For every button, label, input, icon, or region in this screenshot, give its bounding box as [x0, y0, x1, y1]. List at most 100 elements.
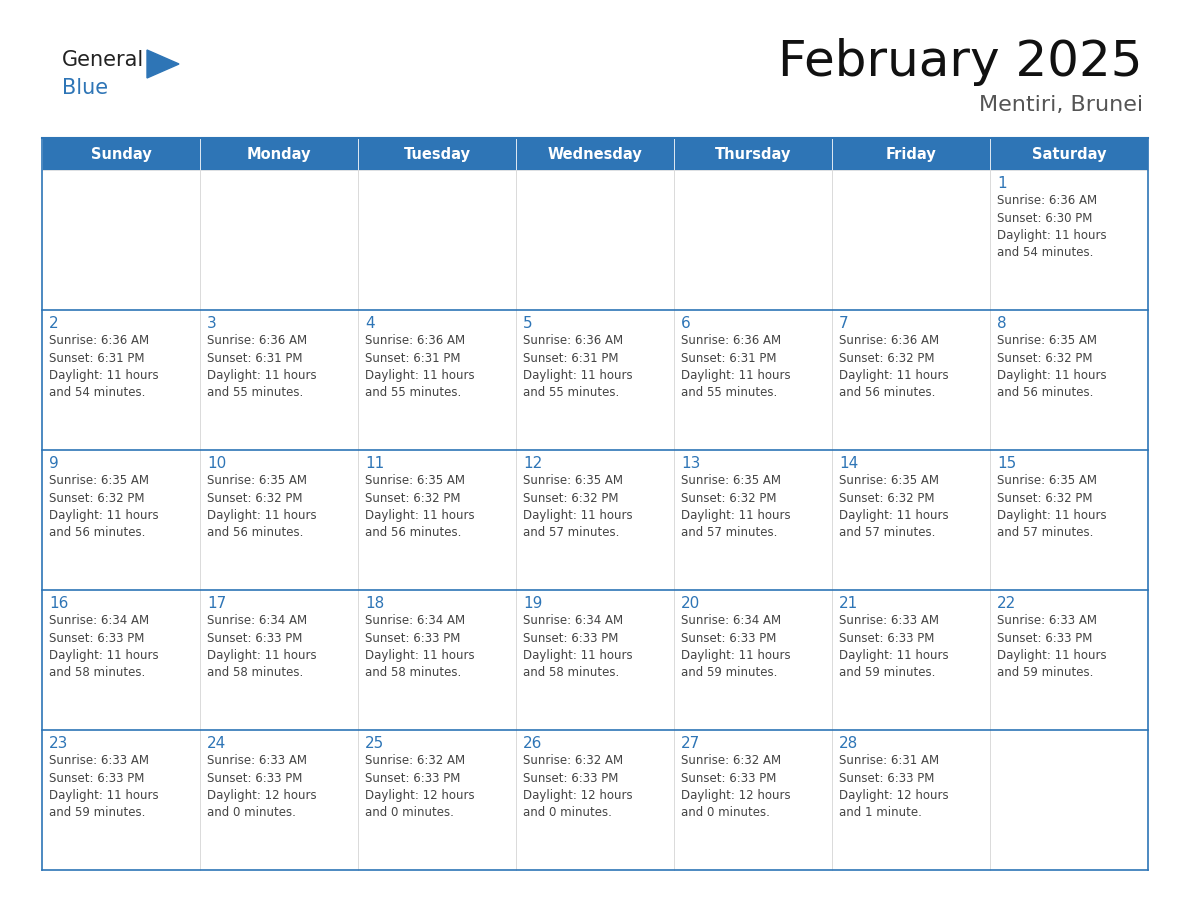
Bar	[358, 310, 516, 450]
Bar	[358, 730, 516, 870]
Text: 3: 3	[207, 316, 216, 331]
Bar	[358, 138, 516, 170]
Bar	[42, 138, 200, 170]
Text: Sunrise: 6:34 AM
Sunset: 6:33 PM
Daylight: 11 hours
and 58 minutes.: Sunrise: 6:34 AM Sunset: 6:33 PM Dayligh…	[365, 614, 475, 679]
Bar	[200, 170, 358, 310]
Text: Sunrise: 6:33 AM
Sunset: 6:33 PM
Daylight: 11 hours
and 59 minutes.: Sunrise: 6:33 AM Sunset: 6:33 PM Dayligh…	[997, 614, 1107, 679]
Bar	[516, 138, 674, 170]
Text: February 2025: February 2025	[778, 38, 1143, 86]
Bar	[990, 170, 1148, 310]
Bar	[674, 310, 832, 450]
Bar	[516, 310, 674, 450]
Bar	[200, 450, 358, 590]
Text: Saturday: Saturday	[1031, 147, 1106, 162]
Text: Sunrise: 6:32 AM
Sunset: 6:33 PM
Daylight: 12 hours
and 0 minutes.: Sunrise: 6:32 AM Sunset: 6:33 PM Dayligh…	[365, 754, 475, 820]
Bar	[674, 170, 832, 310]
Text: 14: 14	[839, 456, 858, 471]
Text: Sunrise: 6:36 AM
Sunset: 6:31 PM
Daylight: 11 hours
and 54 minutes.: Sunrise: 6:36 AM Sunset: 6:31 PM Dayligh…	[49, 334, 159, 399]
Text: 28: 28	[839, 736, 858, 751]
Bar	[200, 590, 358, 730]
Text: 16: 16	[49, 596, 69, 611]
Bar	[516, 590, 674, 730]
Text: 25: 25	[365, 736, 384, 751]
Text: 11: 11	[365, 456, 384, 471]
Bar	[42, 170, 200, 310]
Text: Sunrise: 6:36 AM
Sunset: 6:31 PM
Daylight: 11 hours
and 55 minutes.: Sunrise: 6:36 AM Sunset: 6:31 PM Dayligh…	[523, 334, 633, 399]
Text: 20: 20	[681, 596, 700, 611]
Bar	[358, 450, 516, 590]
Bar	[832, 450, 990, 590]
Bar	[42, 590, 200, 730]
Bar	[832, 170, 990, 310]
Bar	[200, 310, 358, 450]
Text: 1: 1	[997, 176, 1006, 191]
Text: Sunday: Sunday	[90, 147, 151, 162]
Bar	[990, 730, 1148, 870]
Bar	[832, 590, 990, 730]
Text: Sunrise: 6:36 AM
Sunset: 6:30 PM
Daylight: 11 hours
and 54 minutes.: Sunrise: 6:36 AM Sunset: 6:30 PM Dayligh…	[997, 194, 1107, 260]
Bar	[674, 450, 832, 590]
Text: Sunrise: 6:34 AM
Sunset: 6:33 PM
Daylight: 11 hours
and 58 minutes.: Sunrise: 6:34 AM Sunset: 6:33 PM Dayligh…	[207, 614, 317, 679]
Text: 10: 10	[207, 456, 226, 471]
Text: Sunrise: 6:35 AM
Sunset: 6:32 PM
Daylight: 11 hours
and 57 minutes.: Sunrise: 6:35 AM Sunset: 6:32 PM Dayligh…	[997, 474, 1107, 540]
Text: 24: 24	[207, 736, 226, 751]
Text: Sunrise: 6:31 AM
Sunset: 6:33 PM
Daylight: 12 hours
and 1 minute.: Sunrise: 6:31 AM Sunset: 6:33 PM Dayligh…	[839, 754, 949, 820]
Text: Sunrise: 6:32 AM
Sunset: 6:33 PM
Daylight: 12 hours
and 0 minutes.: Sunrise: 6:32 AM Sunset: 6:33 PM Dayligh…	[523, 754, 633, 820]
Text: Tuesday: Tuesday	[404, 147, 470, 162]
Text: Mentiri, Brunei: Mentiri, Brunei	[979, 95, 1143, 115]
Text: Blue: Blue	[62, 78, 108, 98]
Text: Thursday: Thursday	[715, 147, 791, 162]
Bar	[42, 310, 200, 450]
Text: 18: 18	[365, 596, 384, 611]
Text: Sunrise: 6:35 AM
Sunset: 6:32 PM
Daylight: 11 hours
and 56 minutes.: Sunrise: 6:35 AM Sunset: 6:32 PM Dayligh…	[997, 334, 1107, 399]
Text: 5: 5	[523, 316, 532, 331]
Text: Sunrise: 6:35 AM
Sunset: 6:32 PM
Daylight: 11 hours
and 56 minutes.: Sunrise: 6:35 AM Sunset: 6:32 PM Dayligh…	[49, 474, 159, 540]
Text: 8: 8	[997, 316, 1006, 331]
Text: Sunrise: 6:36 AM
Sunset: 6:32 PM
Daylight: 11 hours
and 56 minutes.: Sunrise: 6:36 AM Sunset: 6:32 PM Dayligh…	[839, 334, 949, 399]
Text: 19: 19	[523, 596, 543, 611]
Bar	[990, 310, 1148, 450]
Text: Sunrise: 6:33 AM
Sunset: 6:33 PM
Daylight: 11 hours
and 59 minutes.: Sunrise: 6:33 AM Sunset: 6:33 PM Dayligh…	[839, 614, 949, 679]
Text: Wednesday: Wednesday	[548, 147, 643, 162]
Polygon shape	[147, 50, 179, 78]
Text: 13: 13	[681, 456, 701, 471]
Text: 4: 4	[365, 316, 374, 331]
Text: 23: 23	[49, 736, 69, 751]
Text: Sunrise: 6:34 AM
Sunset: 6:33 PM
Daylight: 11 hours
and 58 minutes.: Sunrise: 6:34 AM Sunset: 6:33 PM Dayligh…	[49, 614, 159, 679]
Text: 17: 17	[207, 596, 226, 611]
Bar	[358, 590, 516, 730]
Text: Sunrise: 6:32 AM
Sunset: 6:33 PM
Daylight: 12 hours
and 0 minutes.: Sunrise: 6:32 AM Sunset: 6:33 PM Dayligh…	[681, 754, 791, 820]
Text: Monday: Monday	[247, 147, 311, 162]
Text: Sunrise: 6:33 AM
Sunset: 6:33 PM
Daylight: 12 hours
and 0 minutes.: Sunrise: 6:33 AM Sunset: 6:33 PM Dayligh…	[207, 754, 317, 820]
Text: 2: 2	[49, 316, 58, 331]
Bar	[990, 138, 1148, 170]
Text: 27: 27	[681, 736, 700, 751]
Text: Sunrise: 6:36 AM
Sunset: 6:31 PM
Daylight: 11 hours
and 55 minutes.: Sunrise: 6:36 AM Sunset: 6:31 PM Dayligh…	[681, 334, 791, 399]
Text: Friday: Friday	[885, 147, 936, 162]
Bar	[990, 450, 1148, 590]
Text: 26: 26	[523, 736, 543, 751]
Text: 15: 15	[997, 456, 1016, 471]
Text: Sunrise: 6:35 AM
Sunset: 6:32 PM
Daylight: 11 hours
and 57 minutes.: Sunrise: 6:35 AM Sunset: 6:32 PM Dayligh…	[523, 474, 633, 540]
Bar	[516, 170, 674, 310]
Bar	[200, 730, 358, 870]
Bar	[42, 730, 200, 870]
Bar	[832, 730, 990, 870]
Text: Sunrise: 6:35 AM
Sunset: 6:32 PM
Daylight: 11 hours
and 56 minutes.: Sunrise: 6:35 AM Sunset: 6:32 PM Dayligh…	[365, 474, 475, 540]
Text: Sunrise: 6:34 AM
Sunset: 6:33 PM
Daylight: 11 hours
and 58 minutes.: Sunrise: 6:34 AM Sunset: 6:33 PM Dayligh…	[523, 614, 633, 679]
Bar	[832, 310, 990, 450]
Text: 9: 9	[49, 456, 58, 471]
Text: Sunrise: 6:35 AM
Sunset: 6:32 PM
Daylight: 11 hours
and 57 minutes.: Sunrise: 6:35 AM Sunset: 6:32 PM Dayligh…	[681, 474, 791, 540]
Bar	[674, 730, 832, 870]
Text: 21: 21	[839, 596, 858, 611]
Bar	[832, 138, 990, 170]
Text: Sunrise: 6:36 AM
Sunset: 6:31 PM
Daylight: 11 hours
and 55 minutes.: Sunrise: 6:36 AM Sunset: 6:31 PM Dayligh…	[365, 334, 475, 399]
Text: 12: 12	[523, 456, 542, 471]
Text: 7: 7	[839, 316, 848, 331]
Bar	[200, 138, 358, 170]
Text: Sunrise: 6:36 AM
Sunset: 6:31 PM
Daylight: 11 hours
and 55 minutes.: Sunrise: 6:36 AM Sunset: 6:31 PM Dayligh…	[207, 334, 317, 399]
Bar	[516, 450, 674, 590]
Bar	[990, 590, 1148, 730]
Text: 6: 6	[681, 316, 690, 331]
Bar	[42, 450, 200, 590]
